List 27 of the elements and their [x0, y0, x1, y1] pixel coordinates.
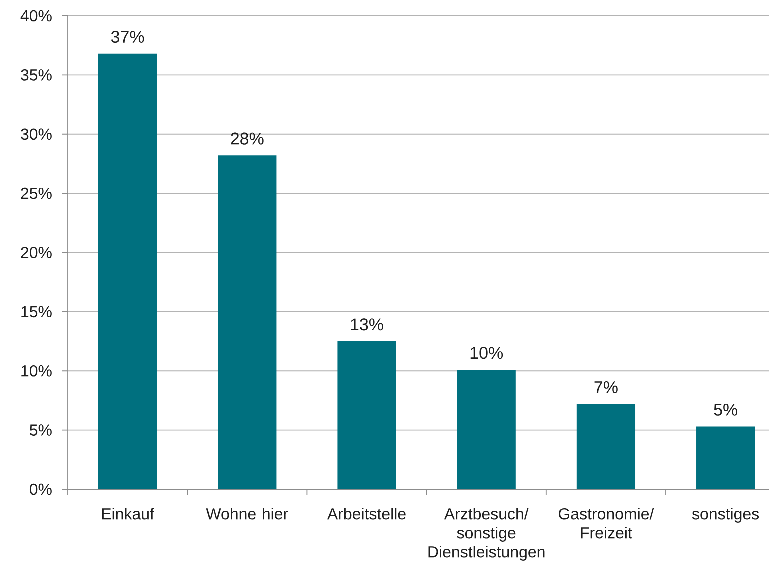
y-tick-label: 30% — [21, 128, 52, 140]
y-tick-label: 5% — [30, 424, 52, 436]
x-tick-label: Gastronomie/ Freizeit — [559, 508, 654, 539]
y-tick-label: 0% — [30, 484, 52, 496]
bar — [338, 342, 396, 490]
bar — [576, 404, 636, 490]
y-tick-label: 15% — [22, 306, 52, 318]
y-tick-label: 40% — [20, 10, 52, 22]
data-label: 5% — [714, 404, 738, 416]
data-label: 7% — [594, 381, 618, 394]
y-tick-label: 35% — [21, 70, 52, 81]
x-tick-label: Arbeitstelle — [327, 508, 406, 520]
y-tick-label: 25% — [21, 188, 52, 200]
bar — [696, 426, 756, 490]
x-tick-label: Einkauf — [102, 508, 154, 520]
y-tick-label: 20% — [21, 247, 52, 258]
data-label: 13% — [351, 318, 384, 331]
x-tick-label: Arztbesuch/ sonstige Dienstleistungen — [428, 508, 545, 561]
bar — [218, 156, 277, 490]
data-label: 10% — [470, 347, 504, 360]
y-tick-label: 10% — [22, 365, 52, 377]
x-tick-label: Wohne hier — [206, 508, 288, 520]
x-tick-label: sonstiges — [692, 508, 760, 523]
data-label: 37% — [111, 31, 144, 44]
data-label: 28% — [231, 132, 264, 145]
bar — [98, 54, 158, 490]
bar — [457, 370, 516, 490]
